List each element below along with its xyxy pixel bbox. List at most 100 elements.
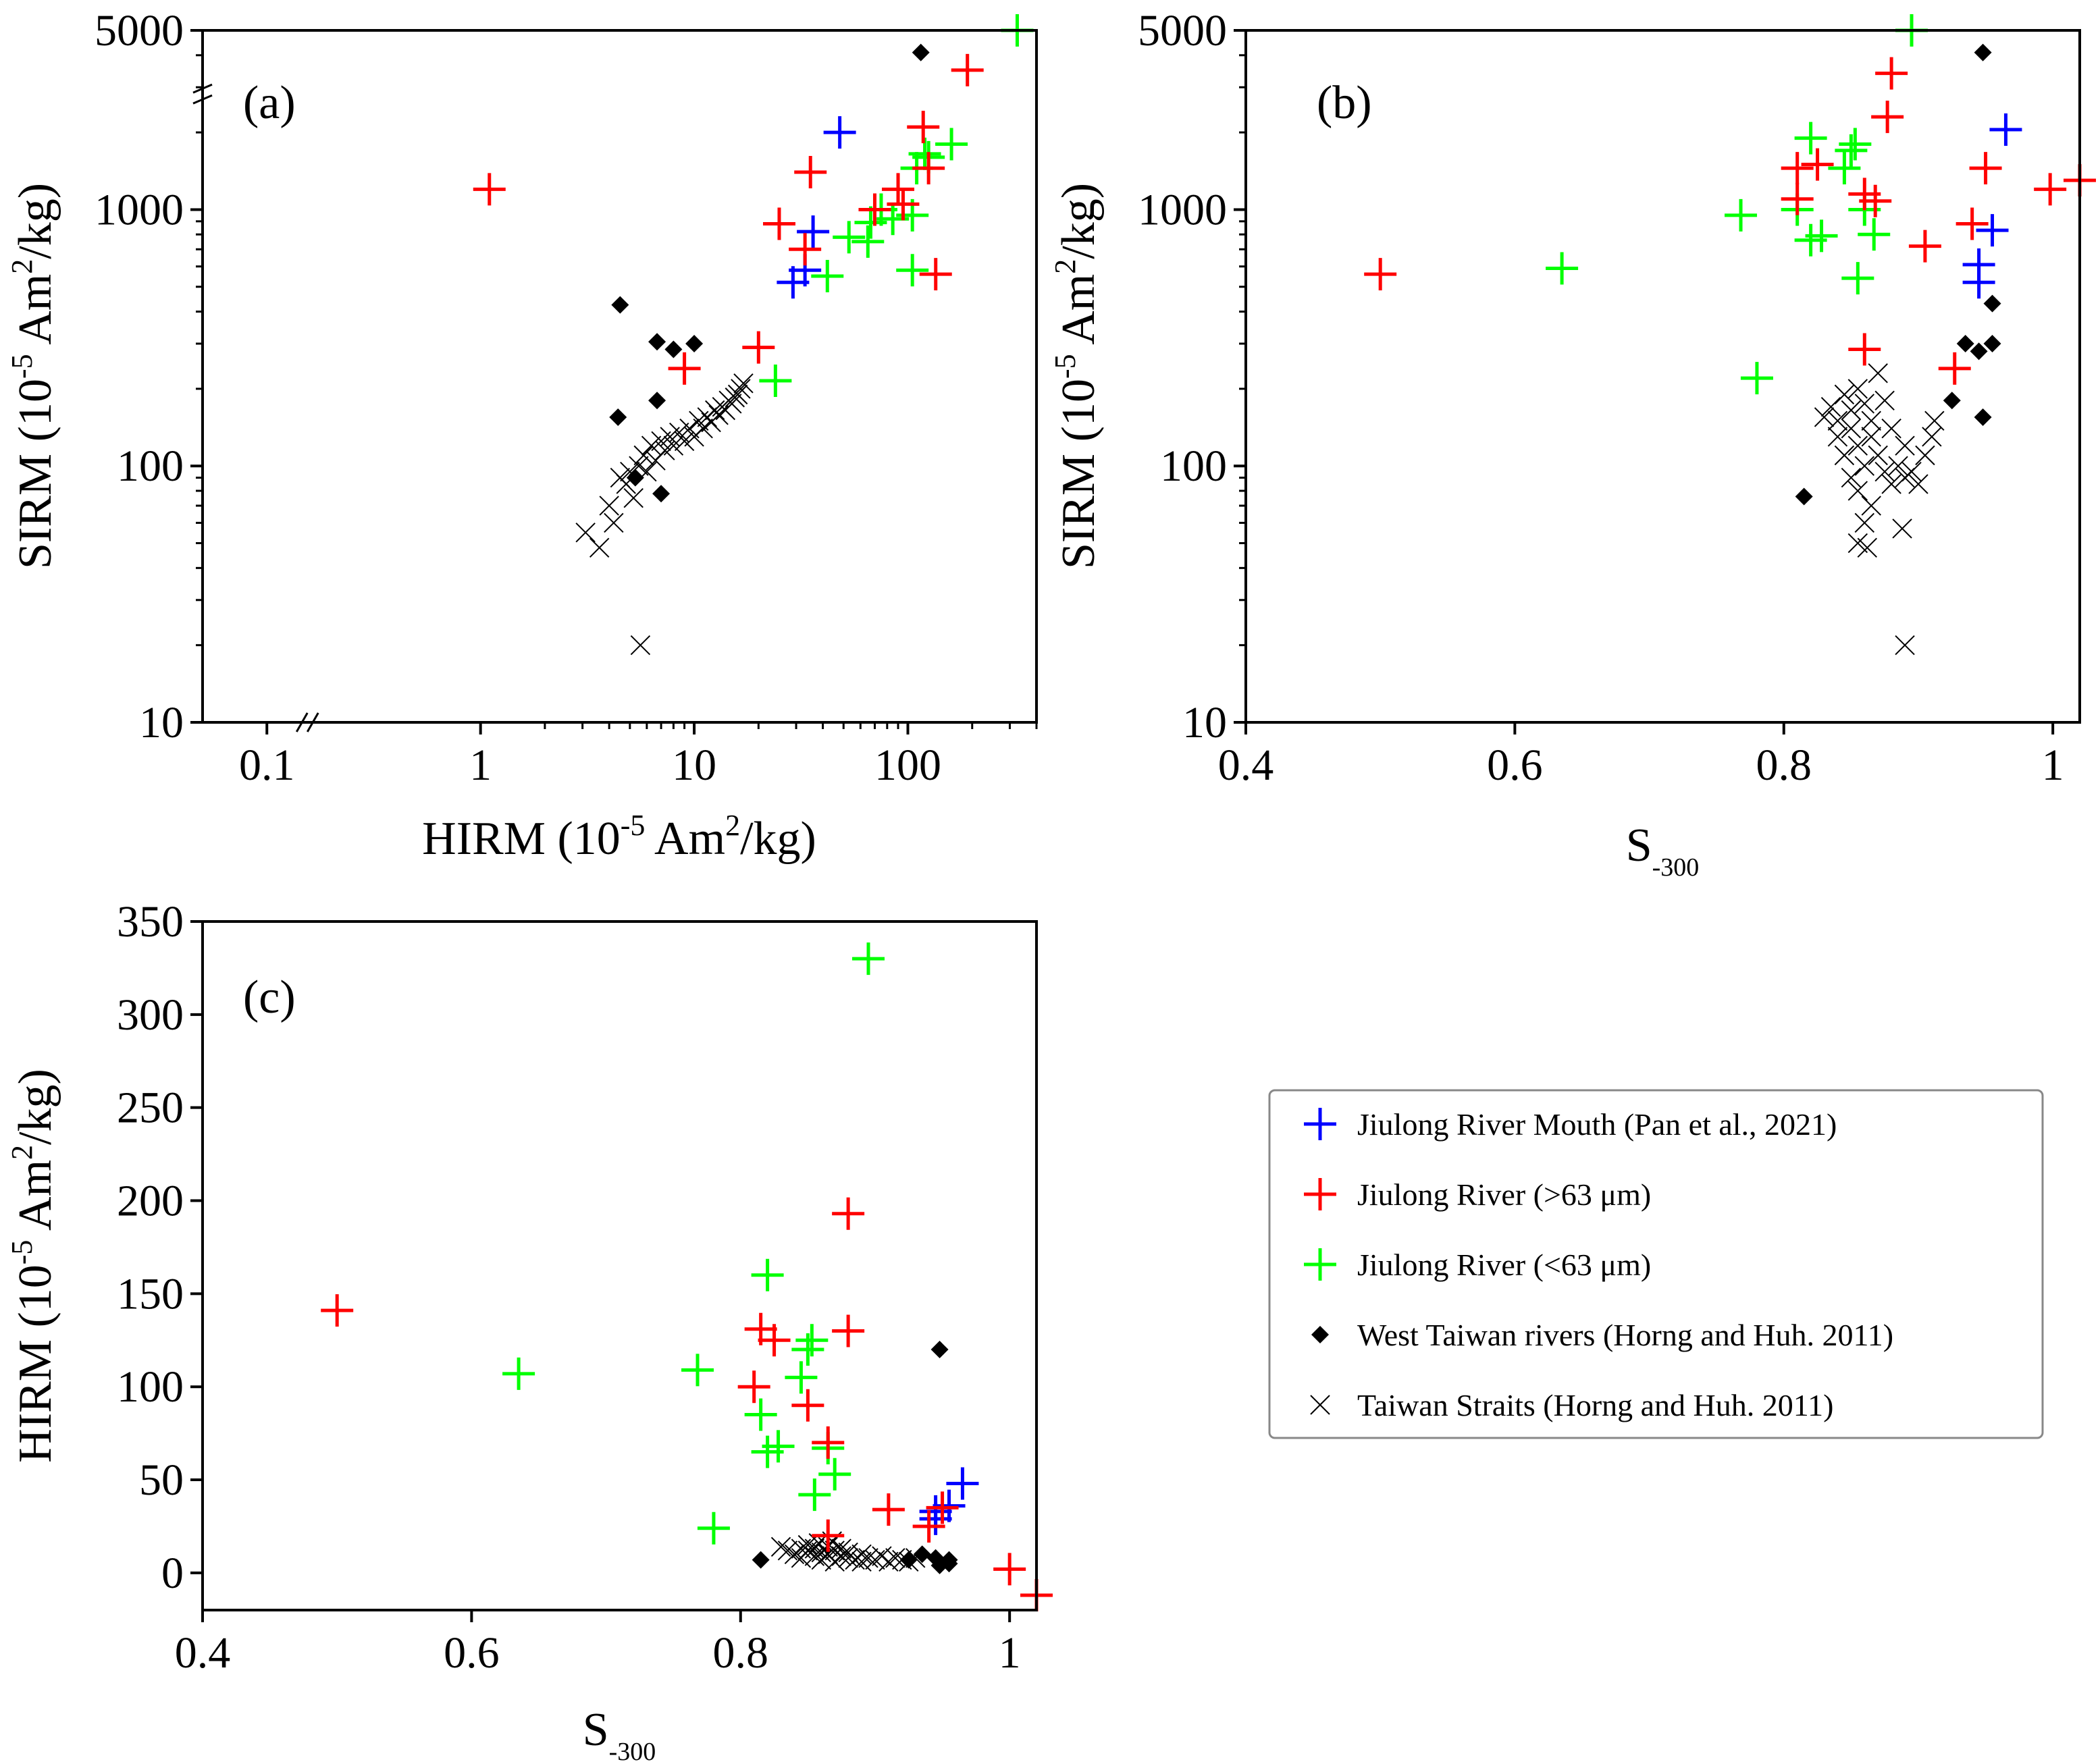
panel-c-label: (c) <box>243 971 296 1023</box>
fine-point <box>833 221 866 254</box>
coarse-point <box>1969 152 2002 185</box>
rivers-point <box>652 485 671 503</box>
straits-point <box>838 1548 858 1568</box>
straits-point <box>630 635 651 656</box>
panel-a-plot-frame <box>201 29 1038 724</box>
y-tick-label: 50 <box>139 1455 184 1505</box>
y-tick-label: 250 <box>117 1084 184 1133</box>
coarse-point <box>737 1370 770 1404</box>
panel-a-x-axis-label: HIRM (10-5 Am2/kg) <box>422 809 816 865</box>
panel-c-chart: 0.4 0.6 0.8 1 0 50 100 150 200 250 300 350 (c) S-30… <box>5 897 1053 1764</box>
legend-item: Jiulong River Mouth (Pan et al., 2021) <box>1304 1107 1837 1142</box>
mouth-point <box>933 1489 966 1522</box>
y-tick-label: 100 <box>117 442 184 491</box>
straits-point <box>663 435 684 456</box>
y-tick-label: 5000 <box>95 6 184 55</box>
panel-c-y-axis-label: HIRM (10-5 Am2/kg) <box>5 1069 61 1463</box>
straits-point <box>851 1544 872 1565</box>
rivers-point <box>930 1556 949 1574</box>
straits-point <box>733 373 754 394</box>
straits-point <box>1861 496 1881 516</box>
straits-point <box>1847 435 1868 456</box>
straits-point <box>1841 400 1862 421</box>
straits-point <box>878 1551 899 1572</box>
legend-item-label: Jiulong River (<63 μm) <box>1357 1248 1651 1282</box>
fine-point <box>1805 219 1838 252</box>
x-tick-label: 1 <box>469 741 492 790</box>
straits-point <box>1841 419 1862 439</box>
x-tick-label: 1 <box>2042 741 2064 790</box>
straits-point <box>669 423 689 443</box>
fine-point <box>502 1357 535 1390</box>
straits-point <box>1820 396 1841 417</box>
coarse-point <box>919 258 952 291</box>
coarse-point <box>668 352 701 385</box>
x-tick-label: 0.8 <box>1756 741 1812 790</box>
straits-point <box>589 537 610 558</box>
straits-point <box>1841 467 1862 488</box>
coarse-point <box>812 1519 845 1552</box>
straits-point <box>804 1539 825 1559</box>
rivers-point <box>648 333 666 351</box>
coarse-point <box>789 233 822 266</box>
plus-icon <box>1304 1108 1336 1140</box>
fine-point <box>818 1458 851 1491</box>
y-tick-label: 300 <box>117 990 184 1040</box>
coarse-point <box>882 173 915 206</box>
fine-point <box>1794 122 1827 155</box>
y-tick-label: 10 <box>1182 698 1227 747</box>
coarse-point <box>321 1294 354 1327</box>
straits-point <box>1924 410 1945 431</box>
straits-point <box>1901 461 1922 482</box>
mouth-point <box>1989 113 2022 146</box>
straits-point <box>727 384 748 405</box>
x-tick-label: 0.6 <box>1487 741 1543 790</box>
straits-point <box>1814 407 1835 427</box>
axis-break-mark <box>295 712 309 732</box>
rivers-point <box>752 1551 770 1569</box>
straits-point <box>804 1546 825 1566</box>
straits-point <box>1834 384 1855 405</box>
straits-point <box>633 445 654 466</box>
straits-point <box>777 1541 798 1561</box>
coarse-point <box>1938 352 1971 385</box>
fine-point <box>1546 252 1579 285</box>
legend-box <box>1268 1089 2044 1439</box>
y-tick-label: 100 <box>117 1362 184 1412</box>
rivers-point <box>899 1551 918 1569</box>
plus-icon <box>1304 1248 1336 1281</box>
fine-point <box>798 1478 831 1512</box>
straits-point <box>1881 474 1901 494</box>
x-tick-label: 0.8 <box>713 1628 769 1678</box>
rivers-point <box>1974 43 1992 61</box>
fine-point <box>762 1430 795 1463</box>
panel-c-plot-frame <box>201 920 1038 1611</box>
fine-point <box>759 364 792 397</box>
axis-break-mark <box>306 712 319 732</box>
rivers-point <box>1956 335 1974 353</box>
fine-point <box>1725 198 1758 232</box>
straits-point <box>705 400 725 421</box>
axis-break-mark <box>192 94 213 105</box>
straits-point <box>1895 435 1915 456</box>
coarse-point <box>794 155 827 188</box>
fine-point <box>744 1398 777 1431</box>
straits-point <box>693 419 713 439</box>
rivers-point <box>912 43 930 61</box>
y-tick-label: 350 <box>117 897 184 946</box>
coarse-point <box>887 188 920 221</box>
coarse-point <box>951 53 984 86</box>
y-tick-label: 1000 <box>1138 185 1227 234</box>
panel-b-y-axis-label: SIRM (10-5 Am2/kg) <box>1049 183 1105 569</box>
straits-point <box>604 512 624 533</box>
x-tick-label: 1 <box>999 1628 1021 1678</box>
rivers-point <box>1983 294 2001 313</box>
rivers-point <box>609 408 627 426</box>
coarse-point <box>907 111 940 144</box>
y-tick-label: 0 <box>161 1549 184 1598</box>
straits-point <box>599 496 619 516</box>
legend-item-label: Jiulong River (>63 μm) <box>1357 1177 1651 1212</box>
coarse-point <box>1848 333 1881 366</box>
straits-point <box>1892 518 1912 539</box>
straits-point <box>1847 481 1868 501</box>
